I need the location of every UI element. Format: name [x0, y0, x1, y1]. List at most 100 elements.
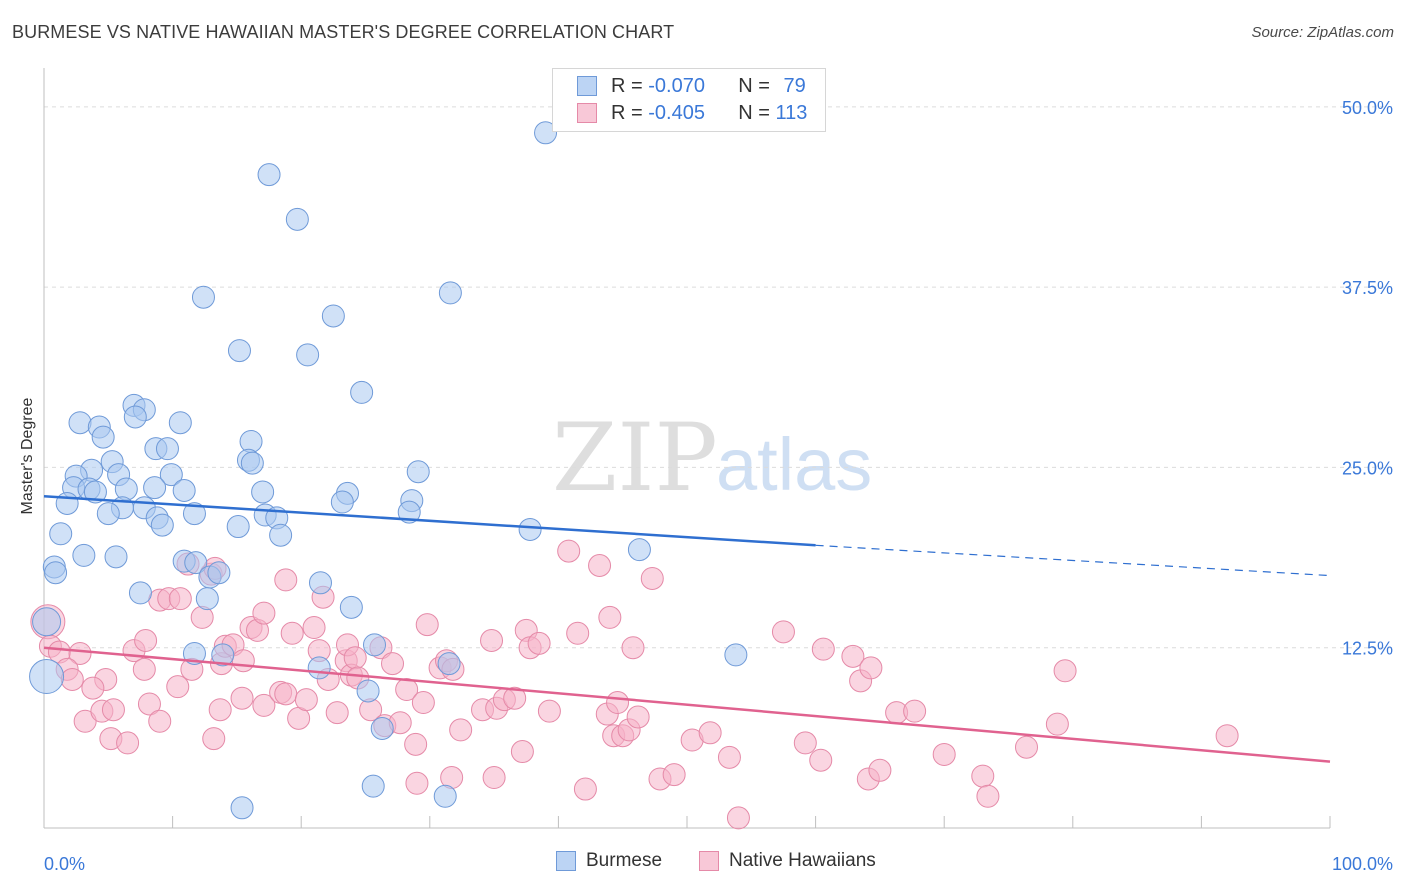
data-point	[662, 763, 686, 787]
data-point	[159, 463, 183, 487]
x-tick-label: 100.0%	[1332, 854, 1393, 874]
data-point	[321, 304, 345, 328]
data-point	[251, 480, 275, 504]
data-point	[976, 784, 1000, 808]
data-point	[184, 551, 208, 575]
data-point	[433, 784, 457, 808]
y-tick-label: 25.0%	[1342, 458, 1393, 478]
data-point	[44, 561, 68, 585]
legend-n-value: 79	[783, 74, 806, 97]
data-point	[269, 523, 293, 547]
correlation-legend: R = -0.070 N = 79 R = -0.405 N = 113	[552, 68, 826, 132]
chart-title: BURMESE VS NATIVE HAWAIIAN MASTER'S DEGR…	[12, 22, 675, 42]
data-point	[274, 682, 298, 706]
data-point	[859, 656, 883, 680]
legend-item-native-hawaiians: Native Hawaiians	[699, 850, 876, 872]
data-point	[226, 515, 250, 539]
data-point	[405, 771, 429, 795]
data-point	[137, 692, 161, 716]
legend-n-label: N =	[738, 101, 770, 124]
data-point	[411, 691, 435, 715]
data-point	[1215, 724, 1239, 748]
data-point	[841, 644, 865, 668]
legend-n-label: N =	[738, 74, 770, 97]
data-point	[868, 758, 892, 782]
data-point	[325, 701, 349, 725]
legend-swatch-native-hawaiians	[699, 851, 719, 871]
data-point	[621, 636, 645, 660]
legend-n-value: 113	[775, 101, 808, 124]
data-point	[449, 718, 473, 742]
data-point	[143, 476, 167, 500]
data-point	[72, 543, 96, 567]
data-point	[168, 411, 192, 435]
watermark-atlas: atlas	[716, 423, 872, 506]
data-point	[123, 405, 147, 429]
data-point	[1053, 659, 1077, 683]
data-point	[230, 796, 254, 820]
data-point	[339, 595, 363, 619]
tick-labels: 12.5% 25.0% 37.5% 50.0% 0.0% 100.0%	[44, 98, 1393, 874]
legend-swatch-burmese	[556, 851, 576, 871]
data-point	[60, 667, 84, 691]
data-point	[437, 652, 461, 676]
data-point	[724, 643, 748, 667]
data-point	[227, 339, 251, 363]
legend-label-native-hawaiians: Native Hawaiians	[729, 850, 876, 871]
data-point	[395, 678, 419, 702]
data-point	[230, 686, 254, 710]
data-point	[588, 554, 612, 577]
data-point	[308, 571, 332, 595]
data-point	[557, 539, 581, 563]
data-point	[114, 477, 138, 501]
data-point	[195, 587, 219, 611]
data-point	[534, 121, 558, 145]
data-point	[257, 163, 281, 187]
data-point	[971, 764, 995, 788]
data-point	[240, 451, 264, 475]
data-point	[55, 491, 79, 515]
data-point	[296, 343, 320, 367]
legend-row-native-hawaiians: R = -0.405 N = 113	[577, 100, 807, 126]
trend-line-burmese-extension	[815, 544, 1331, 577]
data-point	[566, 621, 590, 645]
data-point	[698, 721, 722, 745]
data-point	[32, 607, 62, 637]
data-point	[73, 709, 97, 733]
data-point	[350, 380, 374, 404]
series-burmese	[29, 121, 748, 820]
data-point	[83, 480, 107, 504]
data-point	[370, 716, 394, 740]
legend-r-value: -0.405	[648, 101, 705, 124]
axes	[43, 68, 1331, 829]
data-point	[302, 616, 326, 640]
x-tick-label: 0.0%	[44, 854, 85, 874]
data-point	[717, 745, 741, 769]
y-tick-label: 12.5%	[1342, 639, 1393, 659]
data-point	[231, 649, 255, 673]
data-point	[91, 425, 115, 449]
data-point	[415, 613, 439, 637]
data-point	[252, 601, 276, 625]
data-point	[361, 774, 385, 798]
data-point	[626, 705, 650, 729]
legend-r-label: R =	[611, 74, 643, 97]
data-point	[150, 513, 174, 537]
data-point	[903, 699, 927, 723]
data-point	[527, 631, 551, 655]
data-point	[182, 641, 206, 665]
data-point	[771, 620, 795, 644]
data-point	[116, 731, 140, 755]
data-point	[29, 659, 65, 695]
data-point	[49, 522, 73, 546]
data-point	[101, 698, 125, 722]
data-point	[307, 656, 331, 680]
legend-item-burmese: Burmese	[556, 850, 662, 872]
data-point	[932, 742, 956, 766]
legend-row-burmese: R = -0.070 N = 79	[577, 73, 806, 99]
data-point	[68, 411, 92, 435]
data-point	[510, 740, 534, 764]
data-point	[480, 629, 504, 652]
trend-line-native-hawaiians	[43, 646, 1331, 763]
